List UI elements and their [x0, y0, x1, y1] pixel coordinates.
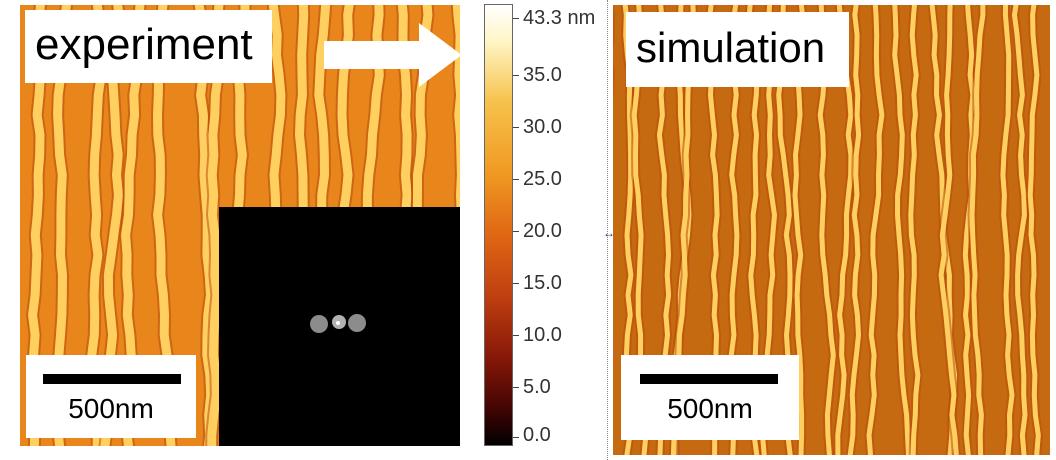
- scalebar-label: 500nm: [667, 393, 753, 424]
- colorbar-tick: [513, 387, 519, 388]
- colorbar-top-label: 43.3 nm: [523, 7, 596, 29]
- colorbar-tick: [513, 75, 519, 76]
- scan-direction-arrow: [324, 23, 460, 87]
- colorbar-tick: [513, 437, 519, 438]
- colorbar-tick-label: 20.0: [523, 220, 562, 242]
- colorbar-tick-label: 10.0: [523, 324, 562, 346]
- stripe: [1011, 5, 1028, 455]
- stripe: [962, 5, 976, 455]
- simulation-label: simulation: [626, 12, 849, 87]
- stripe: [892, 5, 911, 455]
- stripe: [847, 5, 862, 455]
- scalebar-line: [640, 374, 778, 384]
- stripe: [938, 5, 959, 455]
- colorbar-tick: [513, 127, 519, 128]
- experiment-image-panel: experiment 500nm: [20, 5, 460, 446]
- fft-spots: [310, 314, 366, 333]
- stripe: [1027, 5, 1041, 455]
- colorbar-tick-label: 35.0: [523, 64, 562, 86]
- colorbar-tick: [513, 179, 519, 180]
- colorbar-tick: [513, 18, 519, 19]
- colorbar-tick-label: 30.0: [523, 116, 562, 138]
- fft-inset: [219, 207, 460, 446]
- stripe: [969, 5, 986, 455]
- scalebar-line: [43, 374, 181, 384]
- colorbar-tick-label: 5.0: [523, 376, 551, 398]
- height-colorbar: [484, 4, 513, 446]
- colorbar-tick: [513, 335, 519, 336]
- resize-handle-icon[interactable]: ↔: [603, 226, 615, 240]
- stripe: [866, 5, 885, 455]
- simulation-image-panel: simulation 500nm: [613, 5, 1050, 455]
- colorbar-tick-label: 15.0: [523, 272, 562, 294]
- panel-divider: [607, 0, 608, 460]
- simulation-scalebar: 500nm: [621, 355, 799, 440]
- colorbar-tick-label: 0.0: [523, 424, 551, 446]
- scalebar-label: 500nm: [68, 393, 154, 424]
- stripe: [908, 5, 921, 455]
- colorbar-tick: [513, 231, 519, 232]
- colorbar-tick-label: 25.0: [523, 168, 562, 190]
- colorbar-tick: [513, 283, 519, 284]
- experiment-label: experiment: [25, 10, 272, 83]
- experiment-scalebar: 500nm: [26, 355, 196, 438]
- stripe: [1000, 5, 1015, 455]
